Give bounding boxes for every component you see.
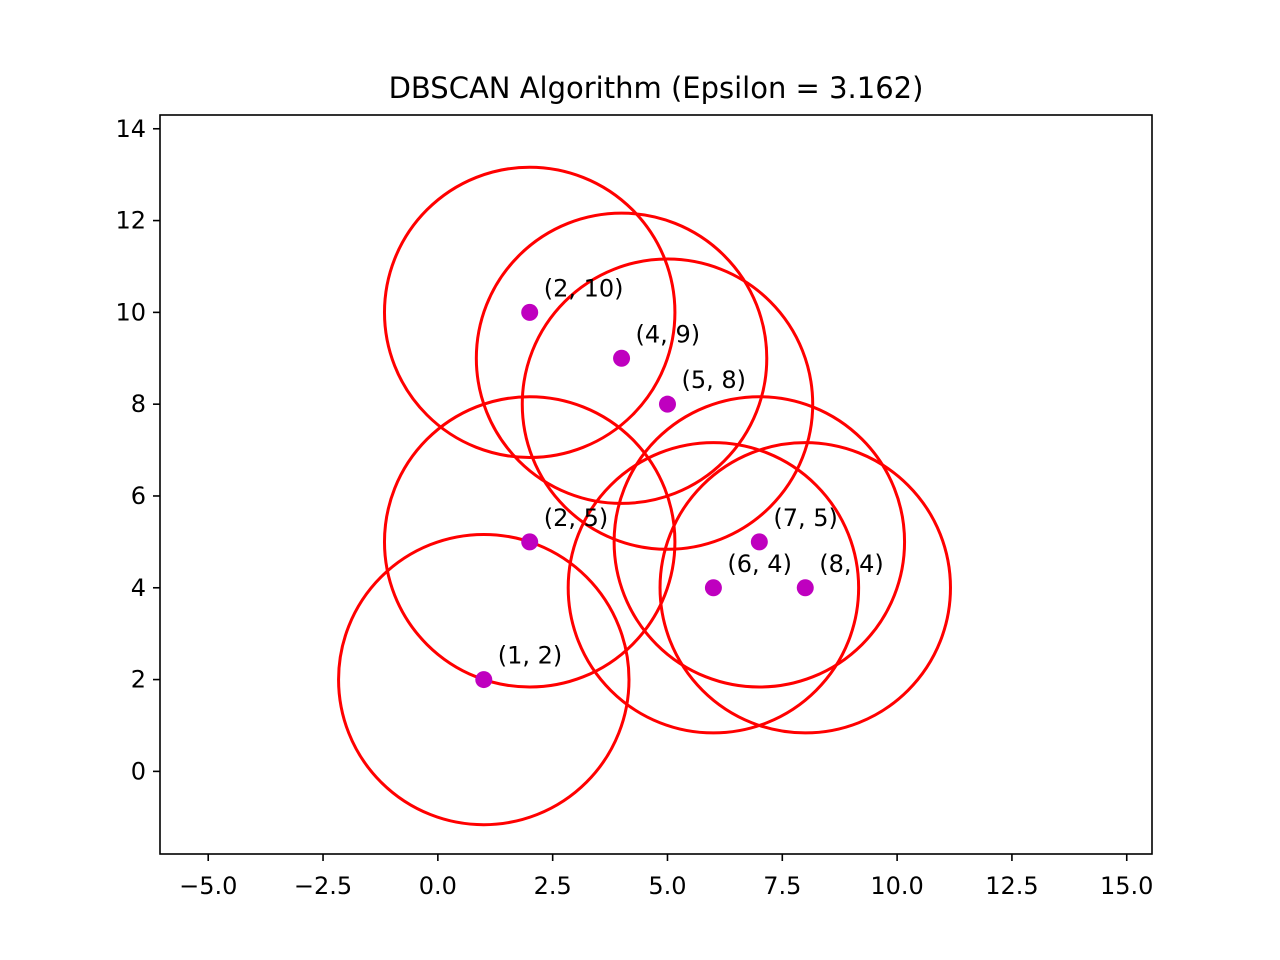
- x-tick-label: 10.0: [870, 872, 923, 900]
- y-tick-label: 10: [115, 298, 146, 326]
- data-point: [658, 395, 676, 413]
- chart-title: DBSCAN Algorithm (Epsilon = 3.162): [389, 71, 924, 105]
- data-point: [613, 349, 631, 367]
- y-tick-label: 12: [115, 207, 146, 235]
- y-tick-label: 4: [131, 574, 146, 602]
- epsilon-circle: [658, 441, 952, 735]
- y-tick-label: 8: [131, 390, 146, 418]
- x-tick-label: 15.0: [1100, 872, 1153, 900]
- point-label: (2, 5): [544, 504, 609, 532]
- point-label: (1, 2): [498, 642, 563, 670]
- y-tick-label: 0: [131, 757, 146, 785]
- x-tick-label: −5.0: [179, 872, 237, 900]
- epsilon-circle: [382, 165, 677, 460]
- data-point: [521, 533, 539, 551]
- y-axis: 0 2 4 6 8 10 12 14: [115, 115, 160, 785]
- point-label: (6, 4): [727, 550, 792, 578]
- epsilon-circles: [337, 165, 952, 827]
- y-tick-label: 2: [131, 666, 146, 694]
- point-labels: (2, 10) (4, 9) (5, 8) (2, 5) (7, 5) (6, 4) (8,…: [498, 274, 884, 669]
- point-label: (5, 8): [681, 366, 746, 394]
- point-label: (2, 10): [544, 274, 624, 302]
- data-point: [750, 533, 768, 551]
- epsilon-circle: [337, 532, 631, 827]
- point-label: (8, 4): [819, 550, 884, 578]
- epsilon-circle: [566, 441, 861, 735]
- epsilon-circle: [612, 395, 907, 689]
- x-tick-label: 2.5: [534, 872, 572, 900]
- x-tick-label: 7.5: [763, 872, 801, 900]
- data-point: [796, 579, 814, 597]
- plot-frame: [159, 114, 1153, 855]
- data-point: [475, 671, 493, 689]
- point-label: (7, 5): [773, 504, 838, 532]
- point-label: (4, 9): [636, 320, 701, 348]
- x-tick-label: 12.5: [985, 872, 1038, 900]
- data-point: [704, 579, 722, 597]
- x-tick-label: −2.5: [294, 872, 352, 900]
- y-tick-label: 6: [131, 482, 146, 510]
- y-tick-label: 14: [115, 115, 146, 143]
- x-axis: −5.0 −2.5 0.0 2.5 5.0 7.5 10.0 12.5 15.0: [179, 854, 1153, 900]
- data-point: [521, 303, 539, 321]
- epsilon-circle: [382, 395, 677, 689]
- epsilon-circle: [474, 211, 769, 505]
- epsilon-circle: [520, 257, 815, 551]
- data-points: [475, 303, 814, 689]
- x-tick-label: 5.0: [648, 872, 686, 900]
- x-tick-label: 0.0: [419, 872, 457, 900]
